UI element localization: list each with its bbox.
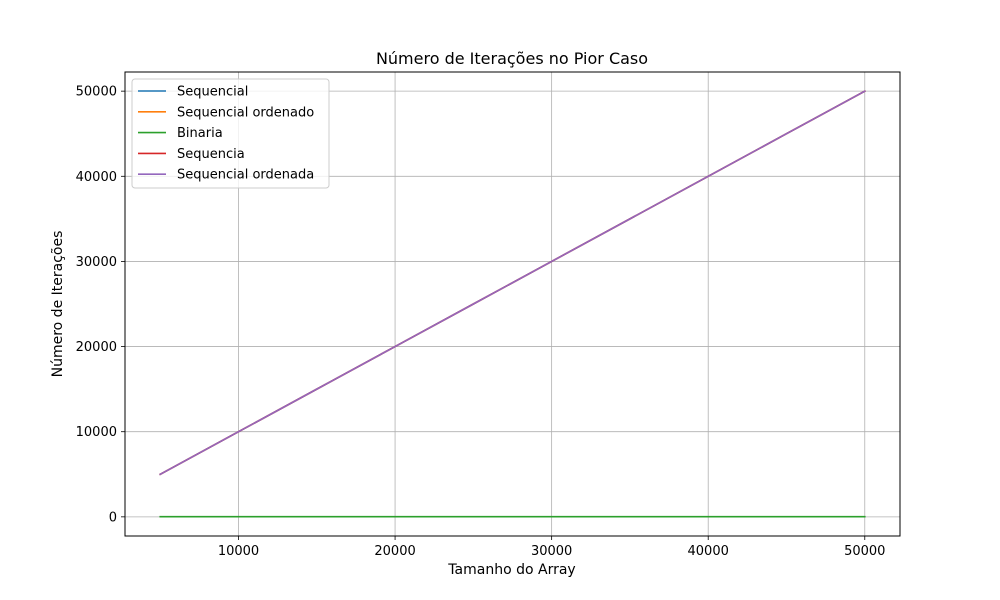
legend-label-sequencial: Sequencial <box>177 85 248 100</box>
y-axis: 0 10000 20000 30000 40000 50000 <box>76 85 125 525</box>
chart-title: Número de Iterações no Pior Caso <box>376 49 648 68</box>
series-layer <box>159 90 866 518</box>
legend-label-binaria: Binaria <box>177 126 223 141</box>
y-axis-label: Número de Iterações <box>50 231 66 378</box>
y-tick-label: 20000 <box>76 340 117 355</box>
legend-box <box>131 78 330 189</box>
y-tick-label: 10000 <box>76 425 117 440</box>
x-tick-label: 20000 <box>374 544 415 559</box>
y-tick-label: 30000 <box>76 255 117 270</box>
x-tick-label: 30000 <box>531 544 572 559</box>
series-line-sequencial-ordenada <box>159 90 866 476</box>
y-tick-label: 50000 <box>76 85 117 100</box>
y-tick-label: 0 <box>109 510 117 525</box>
plot-area-frame <box>124 71 901 537</box>
grid-layer <box>125 72 900 536</box>
y-tick-label: 40000 <box>76 170 117 185</box>
legend-label-sequencial-ordenada: Sequencial ordenada <box>177 168 314 183</box>
legend-label-sequencia: Sequencia <box>177 147 245 162</box>
x-axis-label: Tamanho do Array <box>447 562 575 578</box>
legend-label-sequencial-ordenado: Sequencial ordenado <box>177 105 314 120</box>
x-tick-label: 40000 <box>688 544 729 559</box>
x-tick-label: 10000 <box>218 544 259 559</box>
x-tick-label: 50000 <box>844 544 885 559</box>
legend: Sequencial Sequencial ordenado Binaria Sequ… <box>131 78 330 189</box>
x-axis: 10000 20000 30000 40000 50000 <box>218 536 885 559</box>
